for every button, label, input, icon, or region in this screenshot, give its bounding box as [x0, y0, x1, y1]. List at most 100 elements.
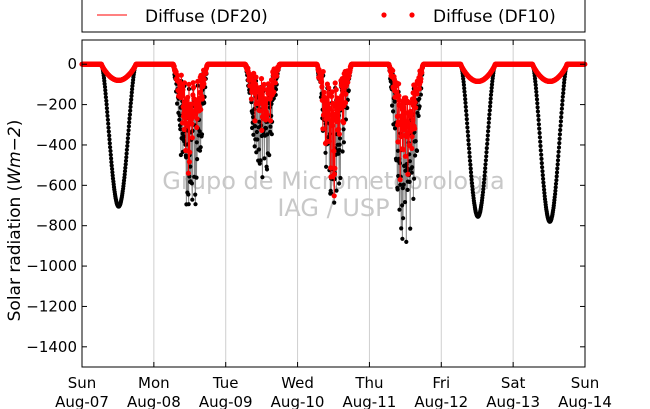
data-point-global	[484, 154, 489, 159]
data-point-global	[108, 152, 113, 157]
data-point-global	[416, 113, 421, 118]
plot-frame	[81, 39, 586, 368]
data-point-df10	[395, 139, 401, 145]
x-tick-label-day: Fri	[432, 374, 450, 392]
data-point-df10	[319, 79, 325, 85]
data-point-df10	[326, 85, 332, 91]
data-point-global	[556, 154, 561, 159]
data-point-global	[341, 127, 346, 132]
data-point-global	[107, 133, 112, 138]
data-point-global	[482, 169, 487, 175]
data-point-global	[398, 182, 403, 187]
data-point-global	[488, 100, 493, 105]
data-point-df10	[260, 102, 266, 108]
data-point-global	[482, 173, 487, 178]
data-point-df10	[194, 124, 200, 131]
data-point-global	[259, 133, 264, 139]
data-point-global	[555, 162, 560, 167]
data-point-global	[465, 125, 470, 130]
data-point-global	[489, 85, 494, 90]
data-point-global	[554, 174, 559, 179]
x-tick-label-date: Aug-10	[271, 393, 325, 409]
data-point-global	[257, 161, 262, 166]
data-point-df10	[320, 126, 326, 132]
data-point-global	[106, 125, 111, 130]
legend: Diffuse (DF20) Diffuse (DF10)	[81, 0, 586, 33]
data-point-df10	[397, 177, 403, 183]
data-point-df10	[396, 81, 402, 87]
data-point-df10	[251, 70, 257, 76]
data-point-df10	[409, 145, 415, 151]
x-tick-label-date: Aug-11	[343, 393, 397, 409]
data-point-global	[462, 89, 467, 94]
data-point-global	[538, 139, 543, 144]
data-point-df10	[409, 134, 415, 140]
data-point-global	[487, 108, 492, 113]
data-point-global	[105, 113, 110, 118]
data-point-df10	[258, 95, 264, 101]
data-point-global	[251, 132, 256, 137]
data-point-global	[128, 101, 133, 106]
data-point-global	[560, 98, 565, 103]
data-point-global	[259, 123, 264, 128]
data-point-global	[102, 84, 108, 90]
data-point-df10	[187, 149, 193, 155]
data-point-global	[536, 117, 541, 122]
data-point-global	[559, 110, 564, 115]
data-point-global	[186, 192, 191, 197]
data-point-global	[105, 117, 110, 122]
data-point-df10	[181, 126, 187, 133]
y-tick-label: −400	[36, 136, 77, 154]
data-point-df10	[336, 131, 342, 137]
legend-label-df10: Diffuse (DF10)	[433, 7, 556, 27]
data-point-global	[130, 83, 135, 89]
data-point-global	[110, 170, 115, 175]
data-point-global	[184, 155, 189, 160]
data-point-global	[255, 137, 260, 142]
data-point-global	[181, 134, 186, 139]
data-point-df10	[325, 101, 331, 107]
data-point-global	[178, 127, 183, 132]
data-point-global	[104, 106, 109, 111]
data-point-global	[484, 150, 489, 155]
data-point-df10	[191, 84, 197, 90]
x-tick-label-date: Aug-14	[558, 393, 612, 409]
data-point-df10	[263, 97, 269, 103]
data-point-global	[262, 156, 267, 161]
data-point-global	[461, 82, 466, 87]
data-point-df10	[399, 114, 405, 120]
data-point-global	[254, 150, 259, 155]
data-point-global	[558, 123, 563, 128]
data-point-global	[269, 132, 274, 137]
data-point-global	[410, 165, 415, 170]
data-point-global	[558, 119, 564, 124]
data-point-global	[107, 141, 112, 146]
data-point-global	[536, 113, 541, 118]
data-point-global	[489, 82, 495, 87]
y-axis-label: Solar radiation (Wm−2)	[5, 120, 25, 322]
data-point-global	[553, 181, 559, 186]
y-tick-label: −600	[36, 176, 77, 194]
data-point-df10	[331, 148, 337, 154]
y-axis: 0 −200 −400 −600 −800 −1000 −1200 −1400	[26, 55, 585, 356]
x-tick-label-date: Aug-12	[414, 393, 468, 409]
data-point-global	[555, 166, 560, 171]
data-point-global	[402, 200, 408, 205]
data-point-global	[469, 177, 474, 182]
data-point-df10	[267, 118, 274, 124]
data-point-global	[557, 136, 562, 141]
data-point-global	[122, 175, 127, 180]
data-point-global	[469, 181, 475, 186]
data-point-global	[464, 108, 469, 113]
data-point-global	[124, 155, 129, 160]
data-point-global	[127, 116, 132, 121]
data-point-global	[177, 113, 182, 118]
legend-box	[81, 0, 586, 33]
x-tick-label-date: Aug-07	[55, 393, 109, 409]
data-point-global	[195, 157, 200, 162]
x-axis: SunAug-07MonAug-08TueAug-09WedAug-10ThuA…	[55, 40, 612, 409]
data-point-global	[401, 216, 406, 221]
y-tick-label: −200	[36, 96, 77, 114]
x-tick-label-date: Aug-13	[486, 393, 540, 409]
data-point-df10	[185, 94, 191, 100]
